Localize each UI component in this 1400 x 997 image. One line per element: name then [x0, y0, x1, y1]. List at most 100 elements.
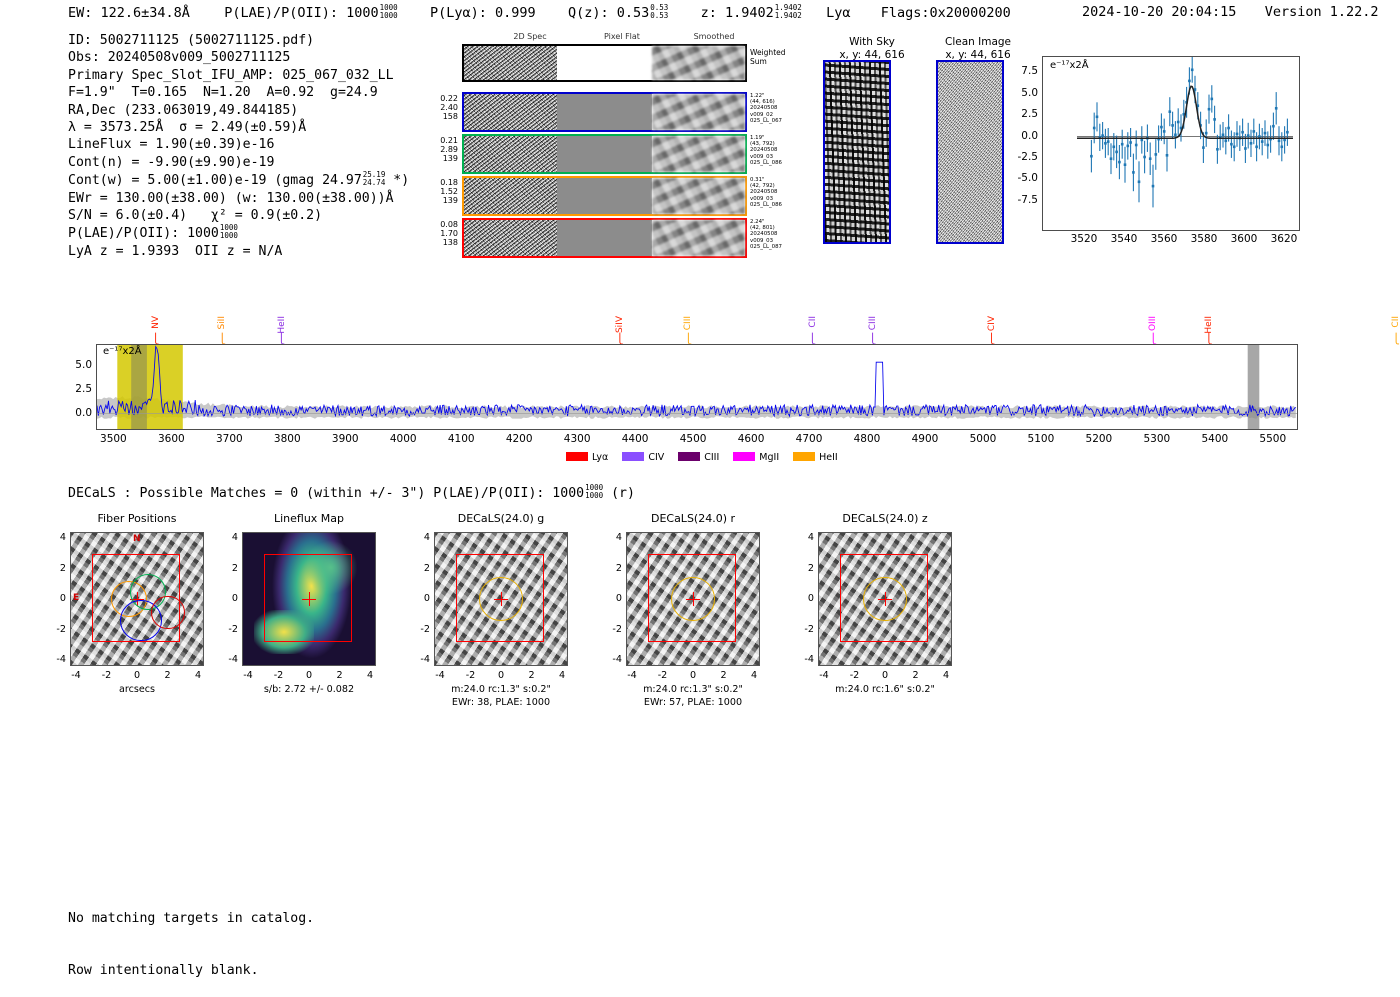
fullspec-ytick: 5.0 [75, 359, 92, 371]
weighted-pixelflat-image [556, 46, 653, 80]
fiber-pixelflat-image [556, 94, 653, 130]
cutout-xtick: 0 [133, 670, 141, 681]
header-plae-label: P(LAE)/P(OII): 1000 [224, 4, 379, 21]
fullspec-xtick: 4800 [853, 433, 881, 445]
header-redshift-fraction: 1.9402 1.9402 [774, 3, 802, 20]
zoomplot-ytick: -7.5 [1017, 193, 1039, 206]
emission-line-tick: ⎩ [1205, 334, 1213, 345]
info-plae: P(LAE)/P(OII): 1000 1000 1000 [68, 223, 238, 242]
fiber-row-right-meta: 1.19" (43, 792) 20240508 v009_03 025_LL_086 [750, 135, 782, 166]
header-plae-fraction: 1000 1000 [379, 3, 398, 20]
cutout-xtick: 4 [558, 670, 566, 681]
header-datetime: 2024-10-20 20:04:15 [1082, 4, 1237, 20]
decals-headline: DECaLS : Possible Matches = 0 (within +/… [68, 483, 635, 501]
cutout-aperture-box [264, 554, 352, 642]
cutout-xtick: 0 [305, 670, 313, 681]
cutout-xtick: 0 [497, 670, 505, 681]
cutout-xtick: -4 [435, 670, 445, 681]
emission-line-label: SiII [217, 316, 228, 330]
zoomplot-xtick: 3520 [1070, 233, 1098, 245]
header-qz: Q(z): 0.53 [567, 4, 650, 21]
emission-line-tick: ⎩ [684, 334, 692, 345]
emission-line-label: NV [150, 316, 161, 329]
cutout-title: Fiber Positions [97, 512, 177, 525]
spec2d-montage: 2D Spec Pixel Flat Smoothed Weighted Sum… [420, 32, 786, 258]
legend-label: MgII [759, 452, 780, 463]
cutout-xtick: 2 [912, 670, 919, 681]
fiber-smoothed-image [652, 220, 745, 256]
fiber-pixelflat-image [556, 136, 653, 172]
with-sky-coords: x, y: 44, 616 [839, 49, 905, 61]
cutout-ytick: -4 [228, 654, 238, 665]
fiber-row-left-values: 0.18 1.52 139 [440, 178, 458, 205]
cutout-xtick: -2 [849, 670, 860, 681]
cutout-aperture-box [92, 554, 180, 642]
header-plya: P(Lyα): 0.999 [429, 4, 536, 21]
cutout-caption-1: m:24.0 rc:1.3" s:0.2" [643, 684, 743, 695]
cutout-title: DECaLS(24.0) g [457, 512, 545, 525]
emission-line-label: HeII [1204, 316, 1215, 334]
cutout-xtick: 4 [366, 670, 374, 681]
cutout-xtick: 2 [720, 670, 727, 681]
fiber-row-left-values: 0.08 1.70 138 [440, 220, 458, 247]
with-sky-image [823, 60, 891, 244]
cutout-xtick: 4 [194, 670, 202, 681]
info-sn-chi2: S/N = 6.0(±0.4) χ² = 0.9(±0.2) [68, 207, 323, 223]
with-sky-title: With Sky [849, 36, 895, 48]
compass-north: N [133, 534, 141, 544]
emission-line-tick: ⎩ [218, 334, 226, 345]
fullspec-xtick: 4700 [795, 433, 823, 445]
fullspec-xtick: 3800 [273, 433, 301, 445]
cutout-ytick: 4 [59, 532, 66, 543]
emission-line-tick: ⎩ [1149, 334, 1157, 345]
cutout-ytick: -4 [420, 654, 430, 665]
legend-label: CIV [648, 452, 665, 463]
cutout-crosshair-h [302, 599, 316, 600]
weighted-2dspec-image [464, 46, 557, 80]
cutout-ytick: -2 [228, 623, 238, 635]
cutout-xtick: -4 [71, 670, 81, 681]
info-wavelength: λ = 3573.25Å σ = 2.49(±0.59)Å [68, 120, 307, 136]
fullspec-xtick: 4400 [621, 433, 649, 445]
spec2d-fiber-row [462, 218, 747, 258]
emission-line-label: CIV [986, 316, 997, 332]
emission-line-label: OIII [1148, 316, 1159, 332]
cutout-xtick: 2 [336, 670, 343, 681]
zoomplot-ytick: 2.5 [1021, 108, 1038, 121]
info-seeing-params: F=1.9" T=0.165 N=1.20 A=0.92 g=24.9 [68, 85, 378, 101]
header-line-id: Lyα [826, 4, 851, 21]
info-cont-w: Cont(w) = 5.00(±1.00)e-19 (gmag 24.97 25.… [68, 170, 410, 189]
info-id: ID: 5002711125 (5002711125.pdf) [68, 33, 315, 48]
zoomplot-unit-label: e⁻¹⁷x2Å [1050, 60, 1089, 71]
cutout-aperture-box [648, 554, 736, 642]
legend-swatch [733, 452, 756, 461]
legend-item: CIII [678, 452, 719, 463]
source-info-block: ID: 5002711125 (5002711125.pdf) Obs: 202… [68, 32, 409, 260]
fiber-pixelflat-image [556, 178, 653, 214]
fiber-pixelflat-image [556, 220, 653, 256]
cutout-caption-1: m:24.0 rc:1.6" s:0.2" [835, 684, 935, 695]
zoomplot-ytick: 0.0 [1021, 129, 1038, 142]
clean-image-title: Clean Image [944, 36, 1012, 48]
fiber-row-left-values: 0.22 2.40 158 [440, 94, 458, 121]
emission-line-tick: ⎩ [1392, 334, 1400, 345]
cutout-xtick: -2 [101, 670, 112, 681]
cutout-xtick: 2 [528, 670, 535, 681]
cutout-xtick: -4 [627, 670, 637, 681]
cutout-xtick: 2 [164, 670, 171, 681]
emission-line-tick: ⎩ [277, 334, 286, 345]
emission-line-label: HeII [276, 316, 287, 334]
emission-line-label: SiIV [615, 316, 626, 334]
cutout-xtick: 4 [942, 670, 950, 681]
footer-line-2: Row intentionally blank. [68, 963, 259, 979]
fiber-2dspec-image [464, 220, 557, 256]
weighted-smoothed-image [652, 46, 745, 80]
footer-note: No matching targets in catalog. Row inte… [68, 875, 314, 997]
legend-item: HeII [793, 452, 838, 463]
cutout-ytick: 2 [807, 562, 814, 574]
zoomplot-ytick: 7.5 [1021, 65, 1038, 78]
cutout-title: DECaLS(24.0) z [842, 512, 928, 525]
zoomplot-ytick: 5.0 [1021, 86, 1038, 99]
info-primary-spec: Primary Spec_Slot_IFU_AMP: 025_067_032_L… [68, 67, 394, 83]
fullspec-xtick: 4900 [911, 433, 939, 445]
